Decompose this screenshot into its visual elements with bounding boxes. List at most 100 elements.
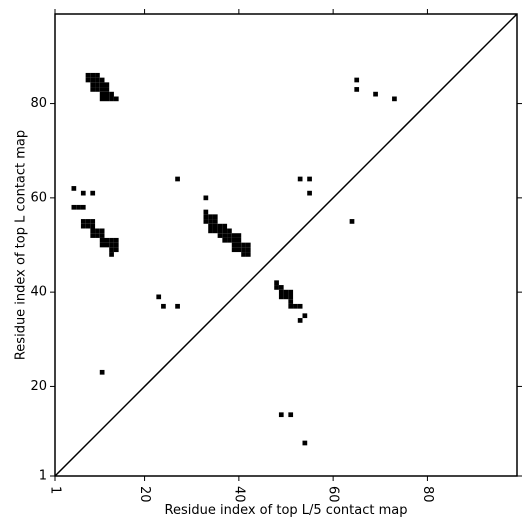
contact-cell xyxy=(236,242,242,248)
contact-cell xyxy=(104,242,110,248)
contact-cell xyxy=(85,77,91,83)
y-tick-label: 80 xyxy=(30,96,47,111)
contact-cell xyxy=(90,72,96,78)
contact-cell xyxy=(241,252,246,257)
contact-cell xyxy=(203,214,209,220)
contact-cell xyxy=(217,228,223,234)
contact-cell xyxy=(217,233,223,238)
contact-cell xyxy=(109,237,114,243)
contact-cell xyxy=(302,313,308,319)
contact-cell xyxy=(227,237,232,243)
contact-cell xyxy=(278,294,284,300)
contact-cell xyxy=(95,233,100,238)
contact-cell xyxy=(245,252,251,257)
contact-cell xyxy=(231,233,237,238)
contact-cell xyxy=(274,285,279,290)
contact-cell xyxy=(113,237,119,243)
contact-cell xyxy=(297,318,303,323)
contact-cell xyxy=(109,252,114,257)
contact-cells xyxy=(71,72,397,446)
contact-cell xyxy=(203,219,209,224)
contact-cell xyxy=(90,82,96,88)
contact-cell xyxy=(392,96,397,102)
contact-cell xyxy=(236,247,242,253)
contact-cell xyxy=(212,228,218,234)
contact-cell xyxy=(80,223,86,229)
contact-cell xyxy=(297,303,303,309)
contact-cell xyxy=(354,87,360,92)
contact-cell xyxy=(307,190,312,196)
contact-cell xyxy=(90,219,96,224)
contact-cell xyxy=(99,82,105,88)
plot-frame xyxy=(54,13,518,477)
contact-cell xyxy=(236,237,242,243)
axis-ticks: 1 20 40 60 80 1 20 40 60 80 xyxy=(30,9,522,503)
contact-cell xyxy=(297,176,303,182)
contact-cell xyxy=(222,228,228,234)
x-tick-label: 40 xyxy=(231,486,246,503)
contact-cell xyxy=(95,72,100,78)
contact-cell xyxy=(288,299,294,304)
x-tick-label: 60 xyxy=(326,486,341,503)
y-axis-label: Residue index of top L contact map xyxy=(14,130,29,360)
contact-cell xyxy=(109,242,114,248)
contact-cell xyxy=(95,87,100,92)
contact-cell xyxy=(208,219,213,224)
contact-cell xyxy=(231,242,237,248)
contact-cell xyxy=(104,91,110,97)
diagonal-line xyxy=(54,13,518,477)
contact-cell xyxy=(288,303,294,309)
y-tick-label: 1 xyxy=(39,469,47,484)
contact-cell xyxy=(95,228,100,234)
contact-cell xyxy=(99,237,105,243)
contact-cell xyxy=(227,228,232,234)
contact-cell xyxy=(85,223,91,229)
contact-cell xyxy=(71,186,77,191)
contact-cell xyxy=(113,96,119,102)
y-tick-label: 20 xyxy=(30,379,47,394)
contact-cell xyxy=(104,87,110,92)
contact-cell xyxy=(241,247,246,253)
contact-cell xyxy=(104,96,110,102)
contact-cell xyxy=(99,77,105,83)
contact-cell xyxy=(245,242,251,248)
contact-cell xyxy=(99,91,105,97)
contact-cell xyxy=(90,87,96,92)
contact-cell xyxy=(80,204,86,210)
y-tick-label: 60 xyxy=(30,190,47,205)
contact-cell xyxy=(175,176,180,182)
contact-cell xyxy=(109,96,114,102)
contact-cell xyxy=(113,247,119,253)
contact-cell xyxy=(109,247,114,253)
contact-cell xyxy=(245,247,251,253)
contact-cell xyxy=(288,289,294,295)
contact-cell xyxy=(76,204,81,210)
contact-cell xyxy=(212,214,218,220)
x-tick-label: 1 xyxy=(48,486,63,494)
contact-cell xyxy=(217,223,223,229)
contact-cell xyxy=(302,440,308,446)
contact-cell xyxy=(80,190,86,196)
contact-cell xyxy=(113,242,119,248)
contact-cell xyxy=(99,228,105,234)
contact-cell xyxy=(283,289,289,295)
contact-cell xyxy=(71,204,77,210)
contact-cell xyxy=(236,233,242,238)
contact-cell xyxy=(208,228,213,234)
contact-cell xyxy=(95,82,100,88)
contact-cell xyxy=(90,190,96,196)
contact-cell xyxy=(85,219,91,224)
contact-cell xyxy=(99,242,105,248)
contact-cell xyxy=(212,219,218,224)
contact-cell xyxy=(278,289,284,295)
contact-cell xyxy=(109,91,114,97)
contact-cell xyxy=(90,77,96,83)
contact-cell xyxy=(104,82,110,88)
x-tick-label: 20 xyxy=(137,486,152,503)
contact-cell xyxy=(95,77,100,83)
contact-cell xyxy=(288,294,294,300)
contact-cell xyxy=(161,303,166,309)
contact-cell xyxy=(222,223,228,229)
contact-cell xyxy=(90,223,96,229)
